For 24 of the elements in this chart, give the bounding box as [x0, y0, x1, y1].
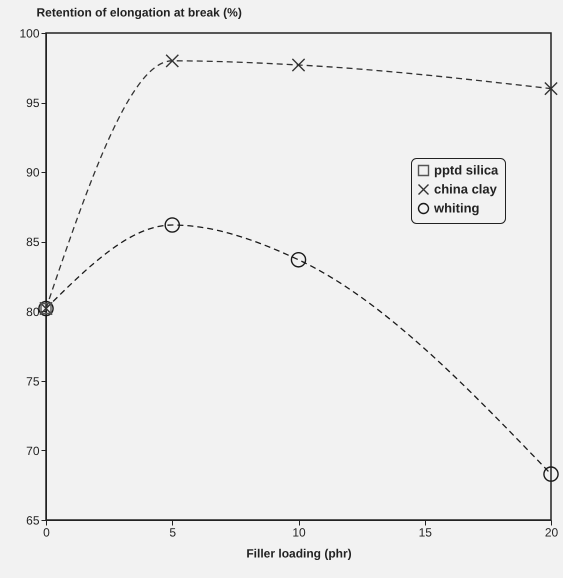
point — [164, 217, 180, 233]
legend-label: pptd silica — [434, 162, 500, 178]
y-tick-label: 75 — [26, 374, 40, 388]
y-tick-label: 85 — [26, 235, 40, 250]
y-tick-label: 70 — [26, 444, 40, 458]
point — [290, 252, 306, 268]
x-tick-label: 20 — [544, 526, 558, 540]
y-axis-title: Retention of elongation at break (%) — [36, 6, 242, 20]
x-tick-label: 0 — [43, 526, 50, 540]
y-tick-label: 95 — [26, 96, 40, 110]
x-axis-title: Filler loading (phr) — [246, 546, 352, 560]
x-tick-label: 5 — [169, 526, 176, 540]
point — [544, 82, 558, 96]
point — [165, 54, 180, 68]
y-tick-label: 90 — [26, 166, 40, 180]
x-tick-label: 15 — [418, 526, 432, 540]
point — [292, 58, 306, 72]
y-tick-label: 65 — [26, 514, 40, 528]
y-tick-label: 100 — [19, 26, 40, 40]
legend-label: china clay — [434, 182, 498, 196]
x-tick-label: 10 — [292, 526, 306, 540]
legend-label: whiting — [433, 200, 480, 216]
y-tick-label: 80 — [26, 304, 40, 319]
point — [543, 466, 559, 482]
